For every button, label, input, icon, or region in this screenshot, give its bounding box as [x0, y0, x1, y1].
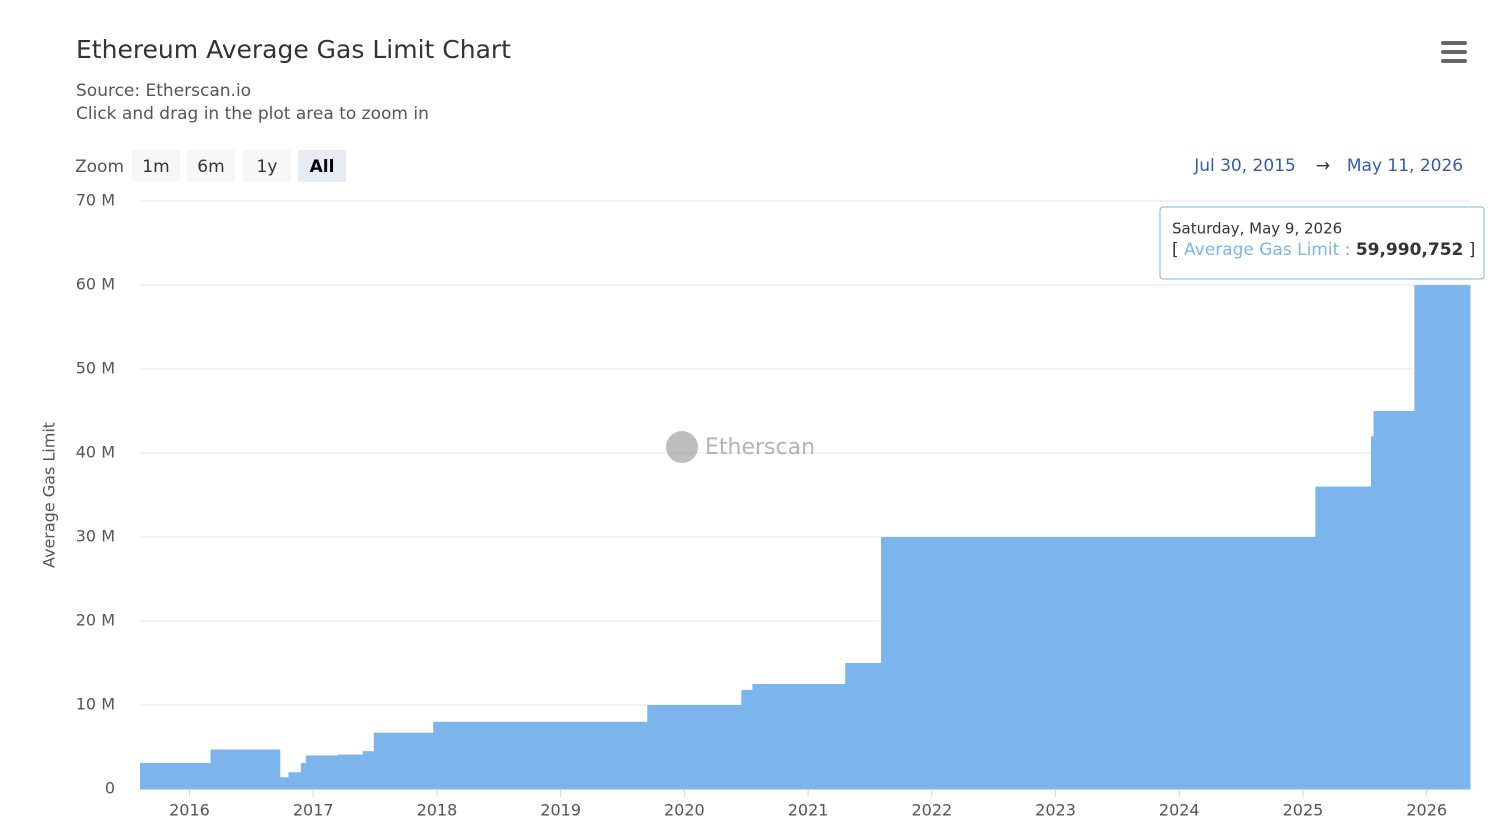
tooltip-line: [ Average Gas Limit : 59,990,752 ]	[1172, 240, 1475, 260]
tooltip-series: Average Gas Limit	[1184, 240, 1340, 260]
range-from[interactable]: Jul 30, 2015	[1193, 156, 1296, 176]
watermark-text: Etherscan	[705, 435, 815, 460]
area-step	[881, 537, 1316, 789]
area-step	[1315, 486, 1372, 789]
x-tick-label: 2024	[1159, 801, 1200, 820]
colon: :	[1339, 240, 1356, 260]
x-tick-label: 2026	[1406, 801, 1447, 820]
area-step	[1373, 411, 1415, 789]
chart-title: Ethereum Average Gas Limit Chart	[76, 35, 511, 64]
y-tick-label: 10 M	[76, 695, 115, 714]
area-step	[373, 732, 434, 789]
area-step	[362, 751, 375, 789]
bracket: ]	[1463, 240, 1475, 260]
y-axis-title: Average Gas Limit	[40, 422, 59, 568]
menu-bar	[1441, 59, 1467, 63]
zoom-button-label: All	[310, 157, 335, 177]
range-separator: →	[1316, 156, 1330, 176]
zoom-button-bg	[298, 150, 346, 182]
area-step	[210, 749, 281, 789]
bracket: [	[1172, 240, 1184, 260]
area-step	[300, 762, 307, 789]
watermark: Etherscan	[666, 431, 815, 463]
y-tick-label: 40 M	[76, 443, 115, 462]
x-tick-label: 2016	[169, 801, 210, 820]
zoom-button-bg	[243, 150, 291, 182]
tooltip: Saturday, May 9, 2026 [ Average Gas Limi…	[1159, 206, 1485, 280]
x-tick-label: 2021	[788, 801, 829, 820]
area-step	[288, 772, 302, 789]
range-to[interactable]: May 11, 2026	[1347, 156, 1463, 176]
zoom-button[interactable]: All	[298, 150, 346, 182]
tooltip-value: 59,990,752	[1356, 240, 1464, 260]
plot[interactable]	[140, 200, 1471, 790]
zoom-button-label: 6m	[197, 157, 224, 177]
zoom-button[interactable]: 1y	[243, 150, 291, 182]
y-tick-label: 70 M	[76, 191, 115, 210]
y-tick-label: 30 M	[76, 527, 115, 546]
menu-button[interactable]	[1441, 41, 1467, 63]
y-tick-label: 60 M	[76, 275, 115, 294]
source: Source: Etherscan.io	[76, 81, 251, 101]
x-tick-label: 2020	[664, 801, 705, 820]
x-tick-label: 2018	[417, 801, 458, 820]
x-tick-label: 2019	[540, 801, 581, 820]
zoom-button-bg	[187, 150, 235, 182]
x-tick-label: 2022	[911, 801, 952, 820]
area-step	[647, 705, 742, 789]
zoom-button[interactable]: 6m	[187, 150, 235, 182]
area-step	[1371, 436, 1374, 789]
zoom-label: Zoom	[75, 157, 124, 177]
zoom-button-bg	[132, 150, 180, 182]
y-tick-label: 50 M	[76, 359, 115, 378]
tooltip-date: Saturday, May 9, 2026	[1172, 220, 1342, 238]
area-step	[845, 663, 882, 789]
zoom-button-label: 1m	[142, 157, 169, 177]
zoom-button[interactable]: 1m	[132, 150, 180, 182]
area-step	[305, 755, 339, 789]
menu-bar	[1441, 41, 1467, 45]
watermark-icon	[666, 431, 698, 463]
area-step	[741, 689, 753, 789]
hint: Click and drag in the plot area to zoom …	[76, 104, 429, 124]
area-step	[1414, 285, 1471, 789]
tooltip-box	[1159, 206, 1485, 280]
x-tick-label: 2017	[293, 801, 334, 820]
y-tick-label: 0	[105, 779, 115, 798]
area-step	[752, 684, 846, 789]
area-step	[140, 762, 212, 789]
zoom-button-label: 1y	[257, 157, 278, 177]
x-tick-label: 2025	[1283, 801, 1324, 820]
area-step	[337, 754, 364, 789]
x-tick-label: 2023	[1035, 801, 1076, 820]
menu-bar	[1441, 50, 1467, 54]
area-step	[279, 777, 289, 789]
area-step	[433, 721, 648, 789]
y-tick-label: 20 M	[76, 611, 115, 630]
